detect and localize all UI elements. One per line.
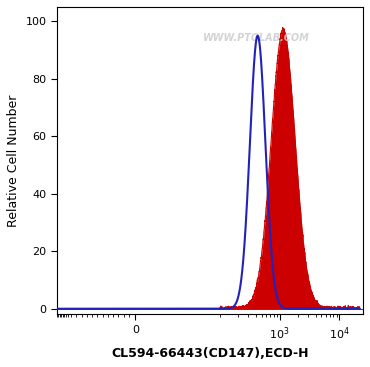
Y-axis label: Relative Cell Number: Relative Cell Number (7, 95, 20, 227)
Text: WWW.PTGLAB.COM: WWW.PTGLAB.COM (202, 33, 309, 43)
X-axis label: CL594-66443(CD147),ECD-H: CL594-66443(CD147),ECD-H (111, 347, 309, 360)
